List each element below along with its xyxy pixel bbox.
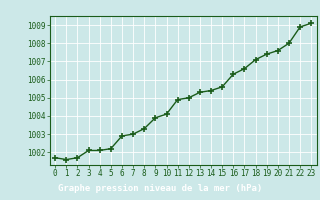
Text: Graphe pression niveau de la mer (hPa): Graphe pression niveau de la mer (hPa) — [58, 184, 262, 193]
